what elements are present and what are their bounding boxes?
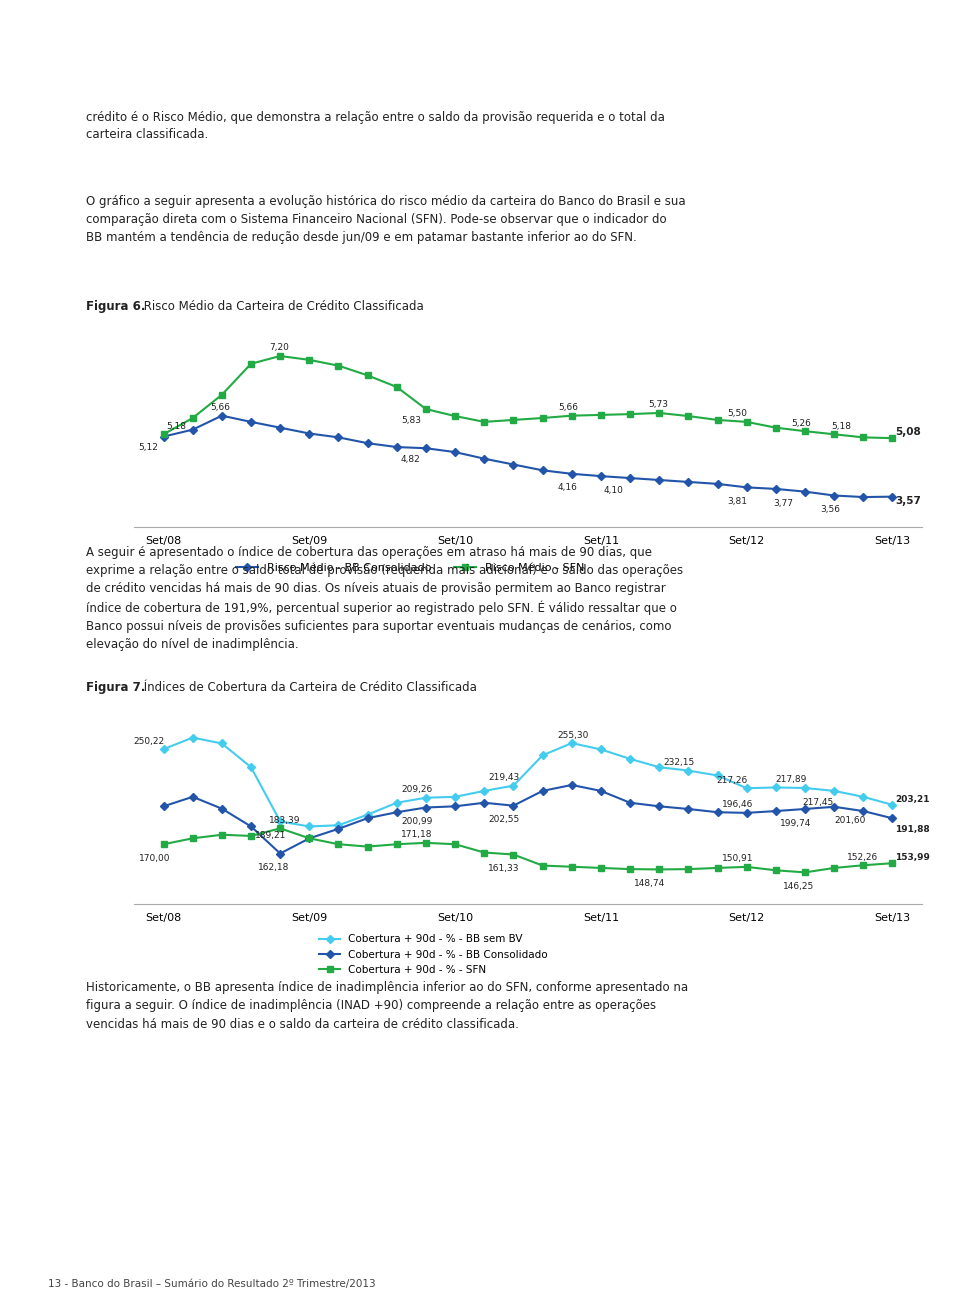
- Text: 171,18: 171,18: [401, 831, 432, 840]
- Text: 7,20: 7,20: [269, 343, 289, 352]
- Text: 161,33: 161,33: [489, 864, 520, 874]
- Text: 199,74: 199,74: [780, 819, 811, 828]
- Text: 183,39: 183,39: [269, 816, 300, 824]
- Text: Figura 7.: Figura 7.: [86, 681, 146, 694]
- Text: 3,57: 3,57: [896, 495, 921, 506]
- Text: 3,56: 3,56: [820, 506, 840, 515]
- Text: 4,82: 4,82: [401, 455, 420, 464]
- Text: 5,50: 5,50: [728, 410, 747, 419]
- Text: Índices de Cobertura da Carteira de Crédito Classificada: Índices de Cobertura da Carteira de Créd…: [140, 681, 477, 694]
- Text: 5,08: 5,08: [896, 428, 921, 437]
- Text: Figura 6.: Figura 6.: [86, 300, 146, 313]
- Text: 3T13: 3T13: [862, 61, 931, 84]
- Text: 5,83: 5,83: [401, 416, 420, 425]
- Text: 4,16: 4,16: [558, 484, 578, 493]
- Text: 13 - Banco do Brasil – Sumário do Resultado 2º Trimestre/2013: 13 - Banco do Brasil – Sumário do Result…: [48, 1279, 375, 1288]
- Text: 3,81: 3,81: [728, 497, 747, 506]
- Text: 217,26: 217,26: [716, 776, 748, 785]
- Text: 5,18: 5,18: [166, 421, 186, 430]
- Text: Sumário do Resultado: Sumário do Resultado: [619, 22, 931, 46]
- Text: 5,18: 5,18: [831, 421, 852, 430]
- Polygon shape: [38, 39, 61, 88]
- Text: 5,26: 5,26: [791, 419, 811, 428]
- Text: 203,21: 203,21: [896, 796, 929, 805]
- Text: Historicamente, o BB apresenta índice de inadimplência inferior ao do SFN, confo: Historicamente, o BB apresenta índice de…: [86, 982, 688, 1031]
- Text: 217,45: 217,45: [803, 798, 833, 807]
- Text: 255,30: 255,30: [558, 731, 589, 740]
- Text: 5,66: 5,66: [211, 403, 230, 412]
- Text: 148,74: 148,74: [635, 879, 665, 888]
- Text: 170,00: 170,00: [138, 854, 170, 863]
- Text: 217,89: 217,89: [776, 775, 807, 784]
- Text: 219,43: 219,43: [489, 774, 519, 783]
- Text: 152,26: 152,26: [847, 853, 877, 862]
- Text: 250,22: 250,22: [133, 737, 164, 746]
- Text: 232,15: 232,15: [663, 758, 695, 767]
- Text: 162,18: 162,18: [258, 863, 289, 872]
- Text: crédito é o Risco Médio, que demonstra a relação entre o saldo da provisão reque: crédito é o Risco Médio, que demonstra a…: [86, 111, 665, 142]
- Text: 3,77: 3,77: [773, 499, 793, 507]
- Legend: Cobertura + 90d - % - BB sem BV, Cobertura + 90d - % - BB Consolidado, Cobertura: Cobertura + 90d - % - BB sem BV, Cobertu…: [315, 930, 552, 979]
- Text: 191,88: 191,88: [896, 826, 930, 835]
- Text: 5,12: 5,12: [138, 443, 158, 452]
- Text: Risco Médio da Carteira de Crédito Classificada: Risco Médio da Carteira de Crédito Class…: [140, 300, 423, 313]
- Text: 4,10: 4,10: [604, 486, 624, 495]
- Text: A seguir é apresentado o índice de cobertura das operações em atraso há mais de : A seguir é apresentado o índice de cober…: [86, 546, 684, 651]
- Text: 189,21: 189,21: [255, 831, 286, 840]
- Text: 146,25: 146,25: [782, 883, 814, 890]
- Text: 196,46: 196,46: [722, 801, 753, 810]
- Text: O gráfico a seguir apresenta a evolução histórica do risco médio da carteira do : O gráfico a seguir apresenta a evolução …: [86, 195, 686, 244]
- Text: 150,91: 150,91: [722, 854, 754, 863]
- Text: 5,73: 5,73: [648, 400, 668, 410]
- Text: 5,66: 5,66: [558, 403, 578, 412]
- Polygon shape: [15, 9, 38, 58]
- Text: 201,60: 201,60: [834, 816, 866, 826]
- Text: 202,55: 202,55: [489, 815, 519, 824]
- Text: 153,99: 153,99: [896, 853, 930, 862]
- Text: 209,26: 209,26: [401, 785, 432, 794]
- Text: 200,99: 200,99: [401, 818, 432, 827]
- Legend: Risco Médio - BB Consolidado, Risco Médio - SFN: Risco Médio - BB Consolidado, Risco Médi…: [231, 559, 588, 577]
